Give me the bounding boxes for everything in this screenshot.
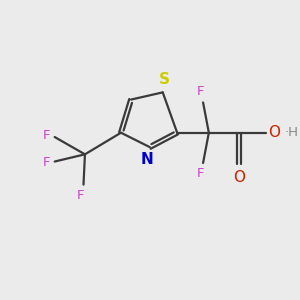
Text: F: F bbox=[196, 167, 204, 180]
Text: F: F bbox=[43, 129, 50, 142]
Text: ·H: ·H bbox=[284, 126, 298, 139]
Text: F: F bbox=[196, 85, 204, 98]
Text: S: S bbox=[159, 72, 170, 87]
Text: F: F bbox=[43, 157, 50, 169]
Text: O: O bbox=[268, 125, 280, 140]
Text: O: O bbox=[233, 170, 245, 185]
Text: N: N bbox=[140, 152, 153, 167]
Text: F: F bbox=[77, 189, 84, 202]
